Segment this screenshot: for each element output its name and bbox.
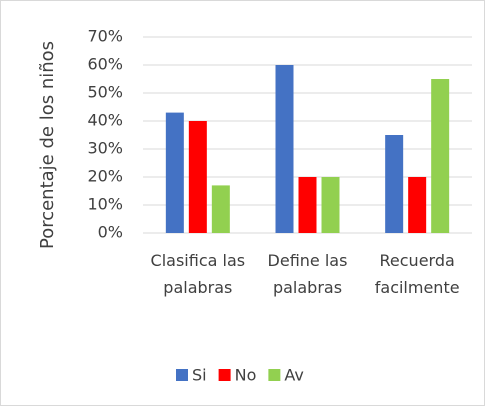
- x-tick-label: Define las palabras: [267, 251, 348, 297]
- legend-label: Av: [284, 366, 303, 385]
- bar: [385, 135, 404, 233]
- legend-label: No: [235, 366, 257, 385]
- x-tick-label: Recuerda facilmente: [374, 251, 460, 297]
- bar: [298, 177, 317, 233]
- legend-swatch: [176, 369, 188, 381]
- y-tick-label: 40%: [87, 111, 123, 130]
- legend-label: Si: [192, 366, 207, 385]
- y-tick-label: 60%: [87, 55, 123, 74]
- legend-swatch: [268, 369, 281, 381]
- legend-swatch: [218, 369, 231, 381]
- x-tick-label: Clasifica las palabras: [150, 251, 246, 297]
- y-axis-title: Porcentaje de los niños: [37, 41, 58, 249]
- bar: [188, 121, 207, 233]
- y-tick-label: 0%: [98, 223, 123, 242]
- bar: [431, 79, 450, 233]
- bar: [275, 65, 294, 233]
- y-tick-label: 30%: [87, 139, 123, 158]
- bar: [408, 177, 427, 233]
- y-tick-label: 70%: [87, 27, 123, 46]
- bar: [165, 112, 184, 233]
- bar: [211, 185, 230, 233]
- y-tick-label: 50%: [87, 83, 123, 102]
- y-tick-label: 20%: [87, 167, 123, 186]
- y-tick-label: 10%: [87, 195, 123, 214]
- bar: [321, 177, 340, 233]
